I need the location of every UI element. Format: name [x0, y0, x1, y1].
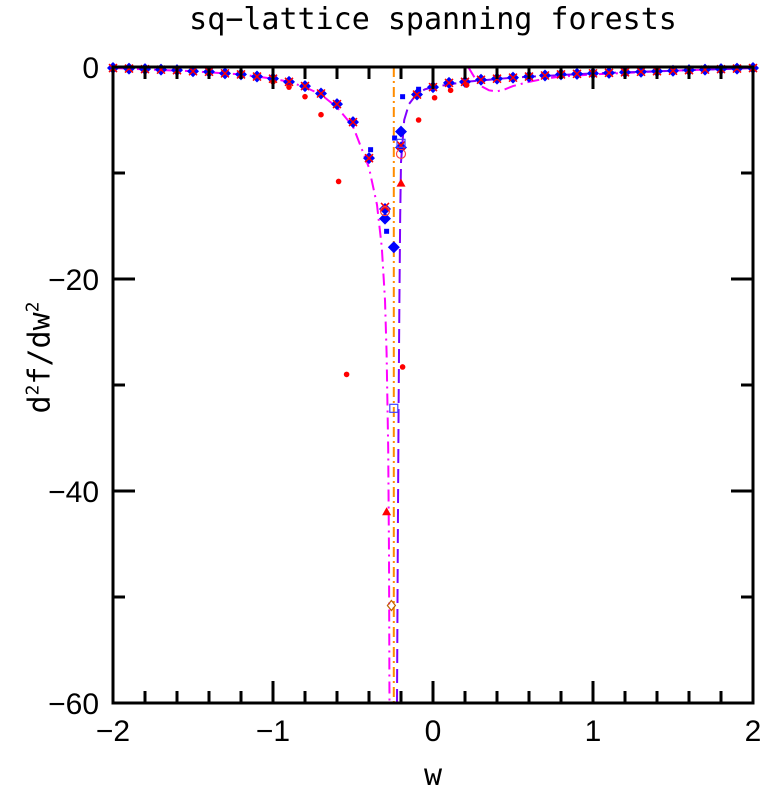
square-marker — [384, 228, 390, 234]
open-circle-marker — [395, 148, 407, 160]
cross-marker — [252, 72, 262, 82]
open-circle-marker — [379, 206, 391, 217]
cross-marker — [188, 66, 198, 76]
curve-2 — [396, 67, 753, 703]
cross-marker — [476, 75, 486, 85]
triangle-marker — [396, 178, 406, 187]
dot-marker — [335, 178, 342, 185]
x-axis-label: w — [423, 758, 443, 793]
cross-marker — [332, 99, 342, 109]
cross-marker — [636, 67, 646, 77]
y-tick-label: −40 — [48, 476, 99, 509]
triangle-marker — [382, 507, 392, 516]
square-marker — [400, 94, 406, 100]
x-tick-label: −2 — [96, 715, 130, 748]
y-tick-label: 0 — [82, 52, 99, 85]
cross-marker — [364, 153, 374, 163]
cross-marker — [300, 81, 310, 91]
cross-marker — [316, 88, 326, 99]
dot-marker — [302, 93, 308, 100]
curve-0 — [113, 67, 391, 703]
cross-marker — [444, 78, 454, 88]
chart-title: sq−lattice spanning forests — [189, 2, 677, 37]
x-tick-label: 2 — [745, 715, 762, 748]
cross-marker — [508, 73, 518, 83]
diamond-marker — [379, 212, 391, 225]
dot-marker — [463, 82, 470, 88]
cross-marker — [348, 117, 358, 127]
open-square-marker — [389, 403, 399, 413]
open-square-marker — [396, 138, 406, 148]
cross-marker — [220, 68, 230, 78]
x-tick-label: 1 — [585, 715, 602, 748]
x-tick-label: −1 — [256, 715, 290, 748]
diamond-marker — [379, 203, 391, 216]
y-tick-label: −20 — [48, 264, 99, 297]
cross-marker — [284, 77, 294, 87]
dot-marker — [447, 87, 454, 94]
square-marker — [368, 147, 374, 153]
dot-marker — [286, 84, 292, 90]
dot-marker — [343, 371, 350, 378]
cross-marker — [412, 90, 422, 100]
cross-marker — [396, 140, 406, 150]
y-tick-label: −60 — [48, 688, 99, 721]
square-marker — [416, 86, 422, 92]
x-tick-label: 0 — [425, 715, 442, 748]
dot-marker — [399, 364, 406, 370]
cross-marker — [572, 69, 582, 79]
dot-marker — [431, 94, 438, 101]
open-diamond-marker — [386, 599, 397, 612]
diamond-marker — [395, 125, 407, 138]
dot-marker — [415, 117, 422, 123]
cross-marker — [540, 70, 550, 81]
cross-marker — [604, 68, 614, 78]
diamond-marker — [387, 241, 400, 254]
dot-marker — [318, 111, 324, 118]
square-marker — [392, 135, 398, 141]
plot-frame — [111, 65, 755, 705]
